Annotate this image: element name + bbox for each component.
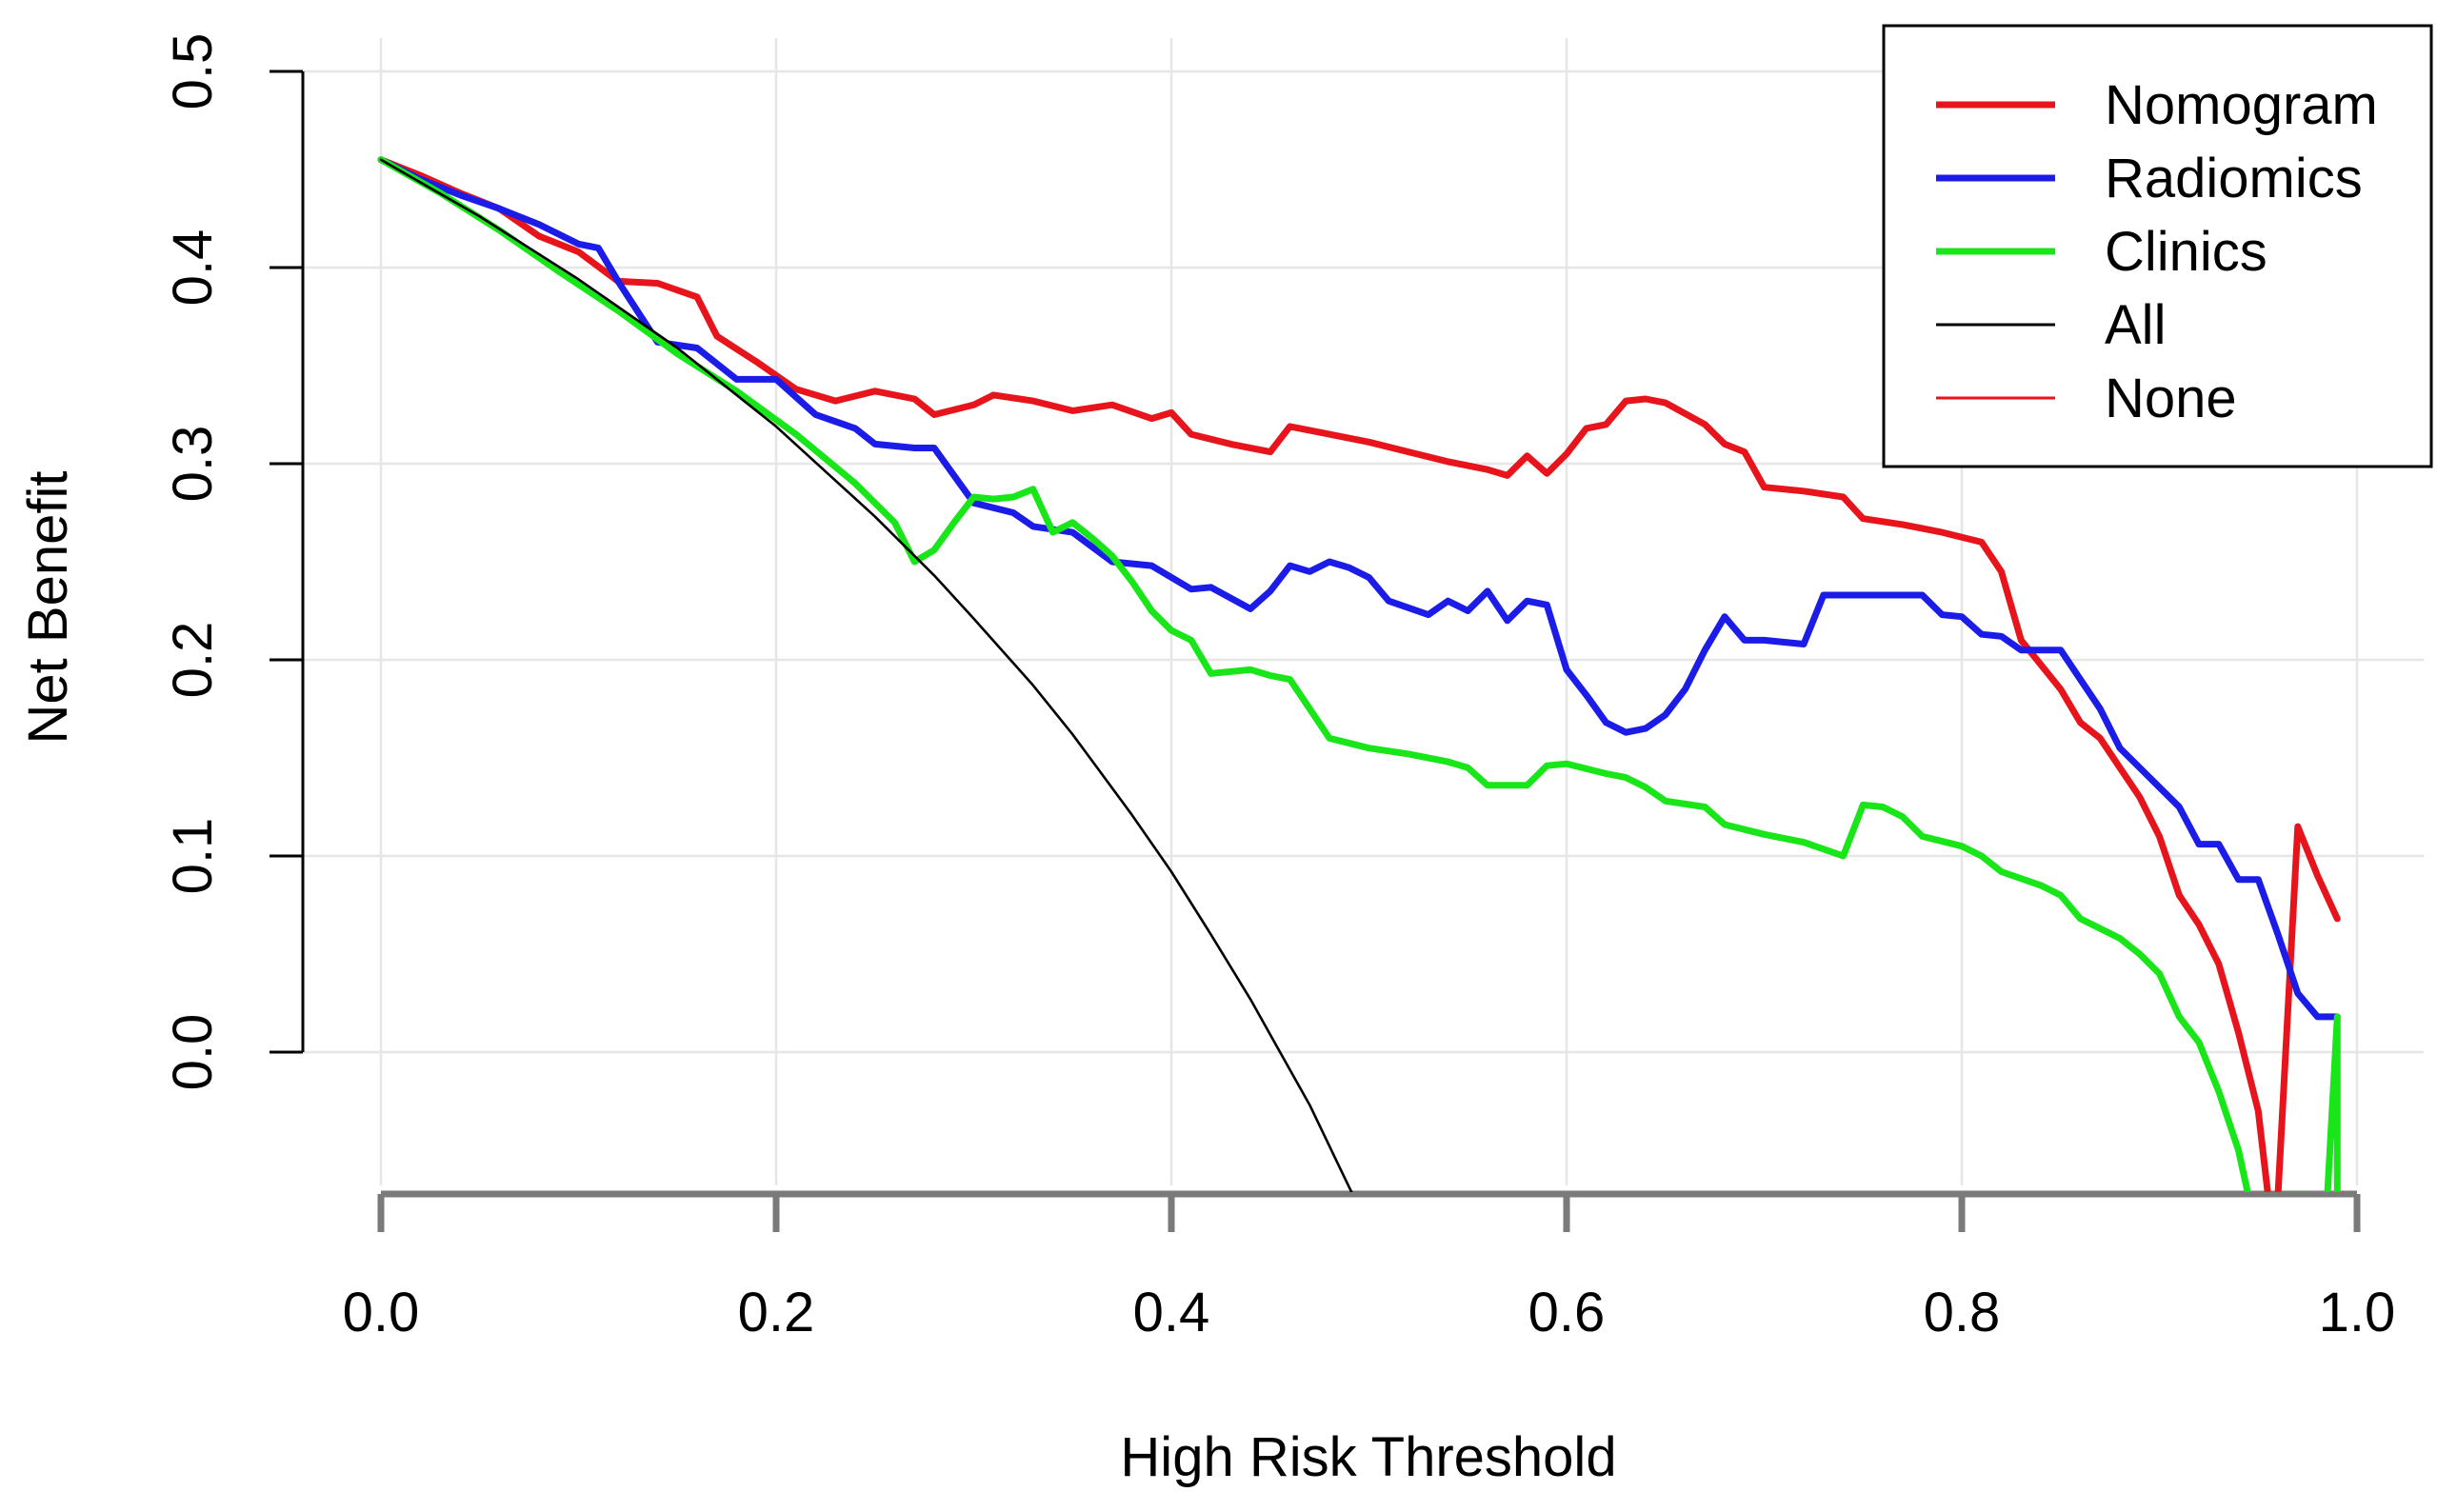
legend-label-all: All [2105, 294, 2166, 356]
x-tick-label: 0.6 [1528, 1282, 1606, 1343]
series-line-radiomics [377, 156, 2341, 1021]
legend-label-clinics: Clinics [2105, 221, 2267, 283]
x-tick-label: 0.8 [1924, 1282, 2001, 1343]
y-axis-title: Net Benefit [17, 471, 79, 745]
y-tick-label: 0.4 [162, 229, 224, 307]
x-tick-label: 0.0 [343, 1282, 420, 1343]
x-tick-label: 0.2 [738, 1282, 815, 1343]
y-tick-label: 0.2 [162, 622, 224, 699]
y-tick-label: 0.3 [162, 426, 224, 503]
series-line-nomogram [377, 156, 2341, 1192]
axes [301, 71, 2357, 1198]
x-tick-label: 1.0 [2319, 1282, 2396, 1343]
legend-label-nomogram: Nomogram [2105, 74, 2378, 136]
series-line-all [379, 158, 1353, 1192]
y-ticks: 0.0 0.1 0.2 0.3 0.4 0.5 [162, 33, 303, 1091]
legend-label-radiomics: Radiomics [2105, 148, 2363, 209]
series-line-clinics [377, 156, 2341, 1192]
x-axis-title: High Risk Threshold [1120, 1426, 1616, 1488]
legend-box [1882, 24, 2433, 468]
legend-label-none: None [2105, 368, 2237, 429]
x-ticks: 0.0 0.2 0.4 0.6 0.8 1.0 [343, 1194, 2396, 1343]
x-tick-label: 0.4 [1133, 1282, 1210, 1343]
y-tick-label: 0.5 [162, 33, 224, 110]
y-tick-label: 0.1 [162, 818, 224, 895]
legend: Nomogram Radiomics Clinics All None [1882, 24, 2433, 468]
plot-area [377, 156, 2341, 1192]
y-tick-label: 0.0 [162, 1014, 224, 1091]
